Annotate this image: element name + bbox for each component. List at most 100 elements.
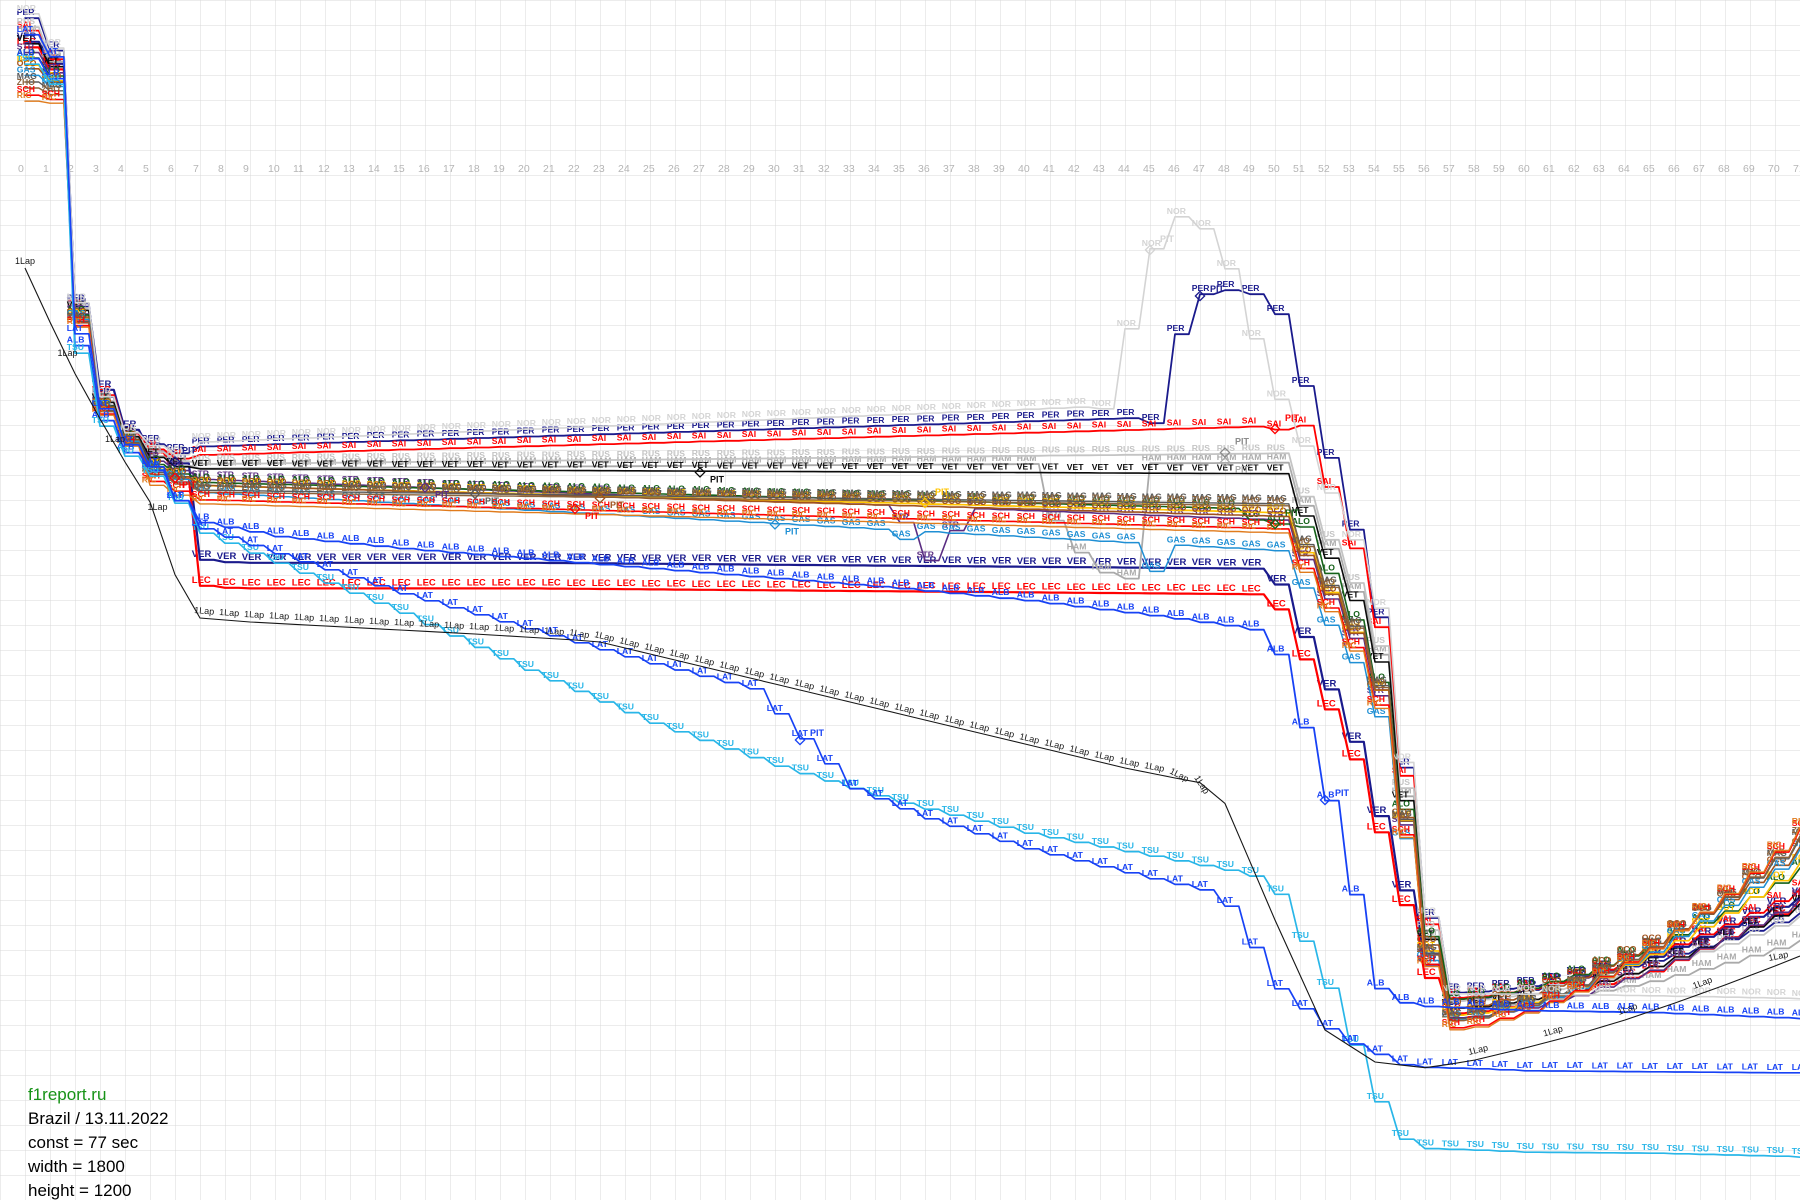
svg-text:VET: VET (592, 460, 609, 470)
svg-text:LEC: LEC (1367, 821, 1386, 832)
svg-text:TSU: TSU (1242, 865, 1259, 875)
svg-text:SAI: SAI (642, 432, 656, 442)
svg-text:TSU: TSU (1467, 1139, 1484, 1149)
svg-text:LAT: LAT (1642, 1061, 1659, 1071)
svg-text:NOR: NOR (217, 430, 237, 440)
svg-text:ALB: ALB (342, 533, 360, 543)
svg-text:TSU: TSU (292, 562, 309, 572)
svg-text:RIC: RIC (1592, 967, 1607, 977)
svg-text:ZHO: ZHO (1167, 494, 1185, 504)
svg-text:VET: VET (1142, 462, 1159, 472)
svg-text:TSU: TSU (1542, 1141, 1559, 1151)
svg-text:LEC: LEC (1192, 583, 1211, 594)
svg-text:LAT: LAT (1292, 998, 1309, 1008)
svg-text:SAI: SAI (817, 427, 831, 437)
svg-text:SAI: SAI (967, 423, 981, 433)
svg-text:NOR: NOR (317, 426, 337, 436)
svg-text:NOR: NOR (1642, 985, 1662, 995)
svg-text:ZHO: ZHO (1317, 576, 1335, 586)
svg-text:PIT: PIT (785, 526, 800, 536)
svg-text:1Lap: 1Lap (244, 609, 265, 620)
svg-text:Brazil / 13.11.2022: Brazil / 13.11.2022 (28, 1109, 169, 1128)
svg-text:61: 61 (1543, 163, 1555, 175)
svg-text:ALB: ALB (1042, 593, 1060, 603)
svg-text:RUS: RUS (1067, 444, 1085, 454)
svg-text:RIC: RIC (392, 498, 407, 508)
svg-text:RIC: RIC (267, 495, 282, 505)
svg-text:4: 4 (118, 163, 124, 175)
svg-text:HAM: HAM (1792, 930, 1800, 940)
svg-text:VER: VER (942, 555, 962, 566)
svg-text:LEC: LEC (517, 577, 536, 588)
svg-text:PER: PER (1067, 409, 1085, 419)
svg-text:GAS: GAS (1267, 540, 1286, 550)
svg-text:46: 46 (1168, 163, 1180, 175)
svg-text:ZHO: ZHO (517, 485, 535, 495)
svg-text:SAI: SAI (317, 441, 331, 451)
svg-text:RUS: RUS (1142, 444, 1160, 454)
svg-text:NOR: NOR (892, 403, 912, 413)
svg-text:TSU: TSU (917, 798, 934, 808)
svg-text:LAT: LAT (817, 753, 834, 763)
svg-text:NOR: NOR (942, 401, 962, 411)
svg-text:67: 67 (1693, 163, 1705, 175)
svg-text:SAI: SAI (917, 424, 931, 434)
svg-text:VET: VET (267, 458, 284, 468)
svg-text:ZHO: ZHO (717, 488, 735, 498)
svg-text:LEC: LEC (642, 578, 661, 589)
svg-text:NOR: NOR (1492, 983, 1512, 993)
svg-text:NOR: NOR (592, 415, 612, 425)
svg-text:TSU: TSU (692, 729, 709, 739)
svg-text:ZHO: ZHO (1392, 810, 1410, 820)
svg-text:NOR: NOR (342, 425, 362, 435)
svg-text:NOR: NOR (1292, 435, 1312, 445)
svg-text:SAI: SAI (867, 426, 881, 436)
svg-text:VET: VET (992, 462, 1009, 472)
svg-text:RIC: RIC (1317, 601, 1332, 611)
svg-text:51: 51 (1293, 163, 1305, 175)
svg-text:NOR: NOR (492, 419, 512, 429)
svg-text:ZHO: ZHO (842, 490, 860, 500)
svg-text:RIC: RIC (692, 506, 707, 516)
svg-text:LAT: LAT (467, 604, 484, 614)
svg-text:VER: VER (1267, 574, 1287, 585)
svg-text:RIC: RIC (867, 511, 882, 521)
svg-text:PIT: PIT (1335, 788, 1350, 798)
svg-text:36: 36 (918, 163, 930, 175)
svg-text:LAT: LAT (1142, 868, 1159, 878)
svg-text:SAI: SAI (1267, 419, 1281, 429)
svg-text:RUS: RUS (817, 447, 835, 457)
svg-text:ZHO: ZHO (1017, 492, 1035, 502)
svg-text:NOR: NOR (767, 408, 787, 418)
svg-text:1Lap: 1Lap (344, 614, 365, 625)
svg-text:OCO: OCO (1267, 505, 1287, 515)
svg-text:RIC: RIC (517, 502, 532, 512)
svg-text:RIC: RIC (1417, 956, 1432, 966)
svg-text:NOR: NOR (867, 404, 887, 414)
svg-text:LAT: LAT (992, 830, 1009, 840)
svg-text:NOR: NOR (992, 399, 1012, 409)
svg-text:LAT: LAT (1367, 1043, 1384, 1053)
svg-text:63: 63 (1593, 163, 1605, 175)
svg-text:PIT: PIT (182, 446, 197, 456)
svg-text:VET: VET (1117, 462, 1134, 472)
svg-text:LEC: LEC (192, 575, 211, 586)
svg-text:ALB: ALB (267, 526, 285, 536)
svg-text:ALB: ALB (542, 550, 560, 560)
svg-text:VER: VER (392, 552, 412, 563)
svg-text:RUS: RUS (842, 447, 860, 457)
svg-text:TSU: TSU (117, 445, 134, 455)
svg-text:ALB: ALB (1067, 596, 1085, 606)
svg-text:3: 3 (93, 163, 99, 175)
svg-text:42: 42 (1068, 163, 1080, 175)
svg-text:ZHO: ZHO (492, 485, 510, 495)
svg-text:SAI: SAI (467, 437, 481, 447)
svg-text:VER: VER (367, 552, 387, 563)
svg-text:RIC: RIC (417, 499, 432, 509)
svg-text:RIC: RIC (1192, 520, 1207, 530)
svg-text:TSU: TSU (792, 763, 809, 773)
svg-text:ALB: ALB (1492, 999, 1510, 1009)
svg-text:VET: VET (192, 458, 209, 468)
svg-text:VER: VER (817, 554, 837, 565)
svg-text:LAT: LAT (167, 490, 184, 500)
